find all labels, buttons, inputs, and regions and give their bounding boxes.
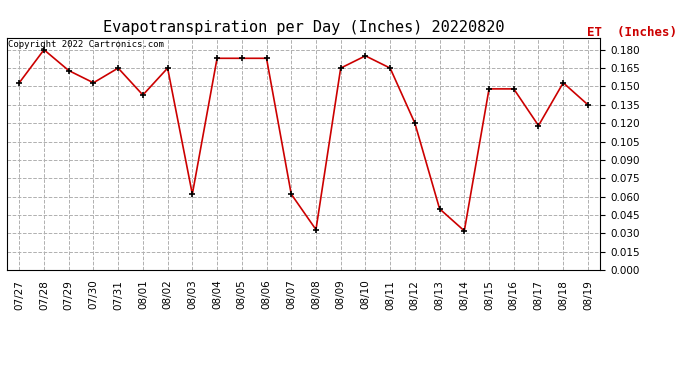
Text: ET  (Inches): ET (Inches): [587, 26, 678, 39]
Title: Evapotranspiration per Day (Inches) 20220820: Evapotranspiration per Day (Inches) 2022…: [103, 20, 504, 35]
Text: Copyright 2022 Cartronics.com: Copyright 2022 Cartronics.com: [8, 40, 164, 49]
